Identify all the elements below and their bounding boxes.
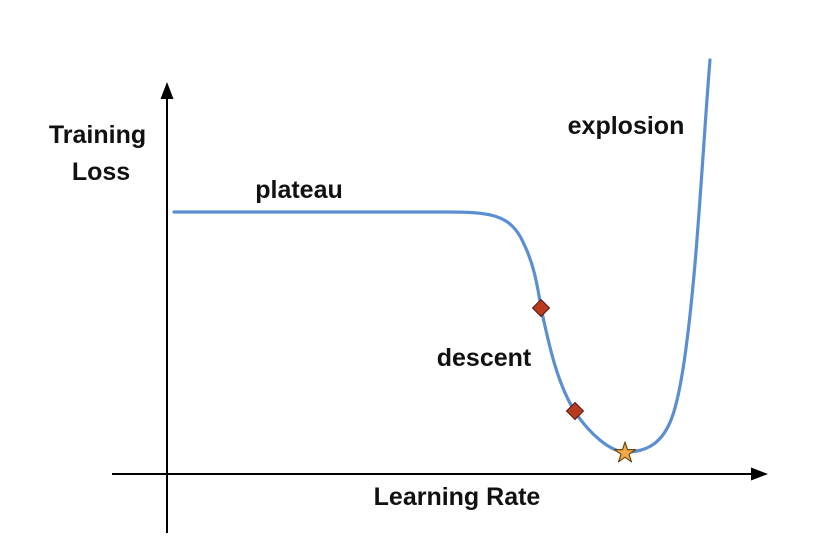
plateau-label: plateau [255,176,343,204]
y-axis-arrowhead [160,82,174,99]
y-axis-label-line-1: Training [49,121,146,149]
y-axis-label: Training Loss [49,121,153,186]
descent-label: descent [437,344,532,372]
explosion-label: explosion [568,112,685,140]
minimum-star-marker [613,441,637,463]
descent-start-marker [531,298,551,318]
x-axis-label: Learning Rate [374,483,541,511]
descent-end-marker [565,401,585,421]
x-axis-arrowhead [751,467,768,481]
y-axis-label-line-2: Loss [72,158,130,186]
